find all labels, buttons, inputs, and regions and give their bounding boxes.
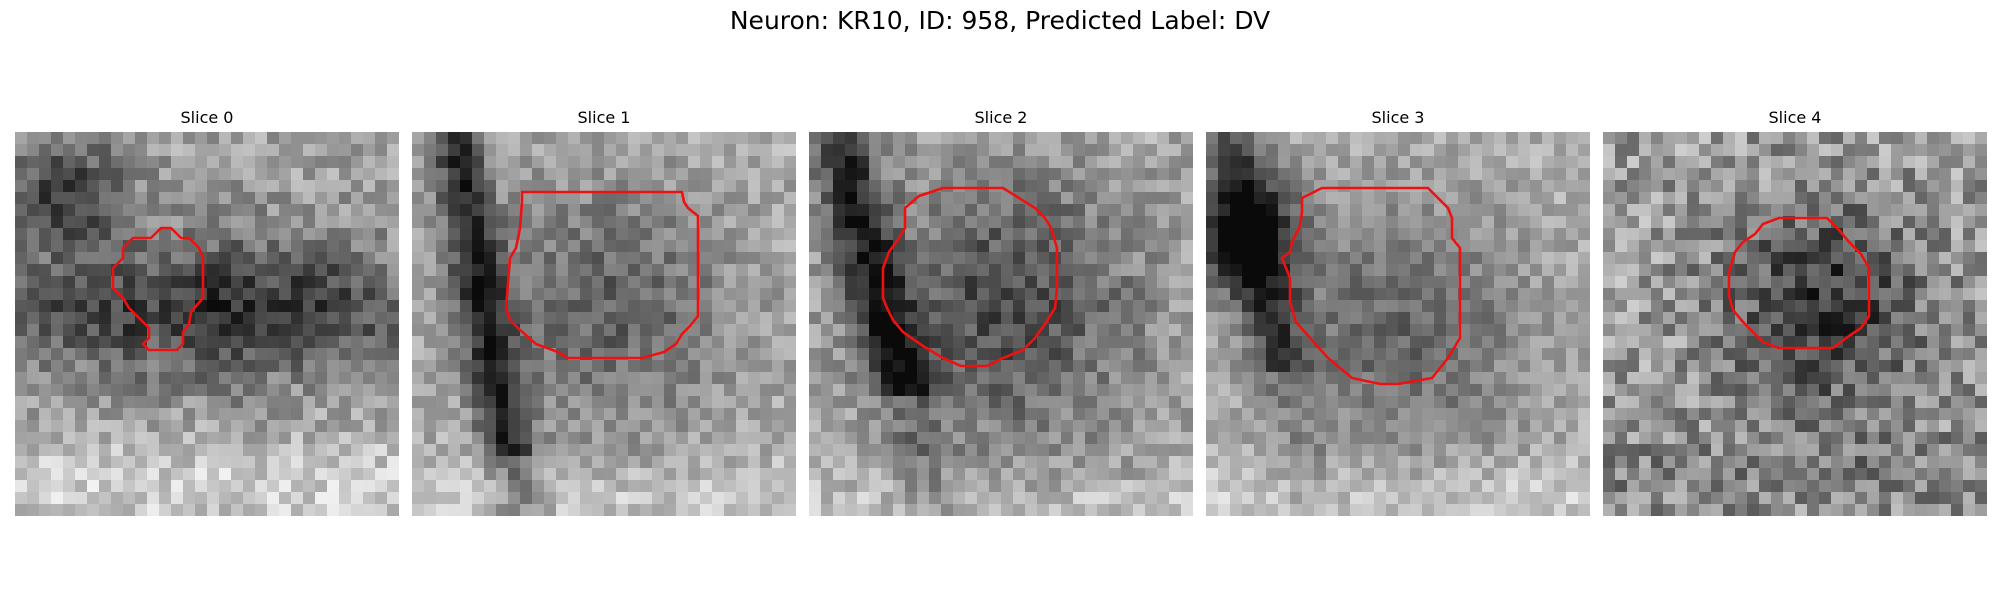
slice-title: Slice 2 [974,108,1028,127]
neuron-outline [881,186,1059,368]
slice-image-4 [1603,132,1987,516]
figure-title: Neuron: KR10, ID: 958, Predicted Label: … [729,6,1271,35]
slice-image-3 [1206,132,1590,516]
slice-title: Slice 3 [1371,108,1425,127]
neuron-outline [111,226,205,352]
slice-title: Slice 0 [180,108,234,127]
slice-image-2 [809,132,1193,516]
slice-image-0 [15,132,399,516]
neuron-outline [1280,186,1462,386]
slice-title: Slice 4 [1768,108,1822,127]
slice-title: Slice 1 [577,108,631,127]
slice-image-1 [412,132,796,516]
neuron-outline [1727,216,1871,350]
neuron-outline [504,190,700,360]
